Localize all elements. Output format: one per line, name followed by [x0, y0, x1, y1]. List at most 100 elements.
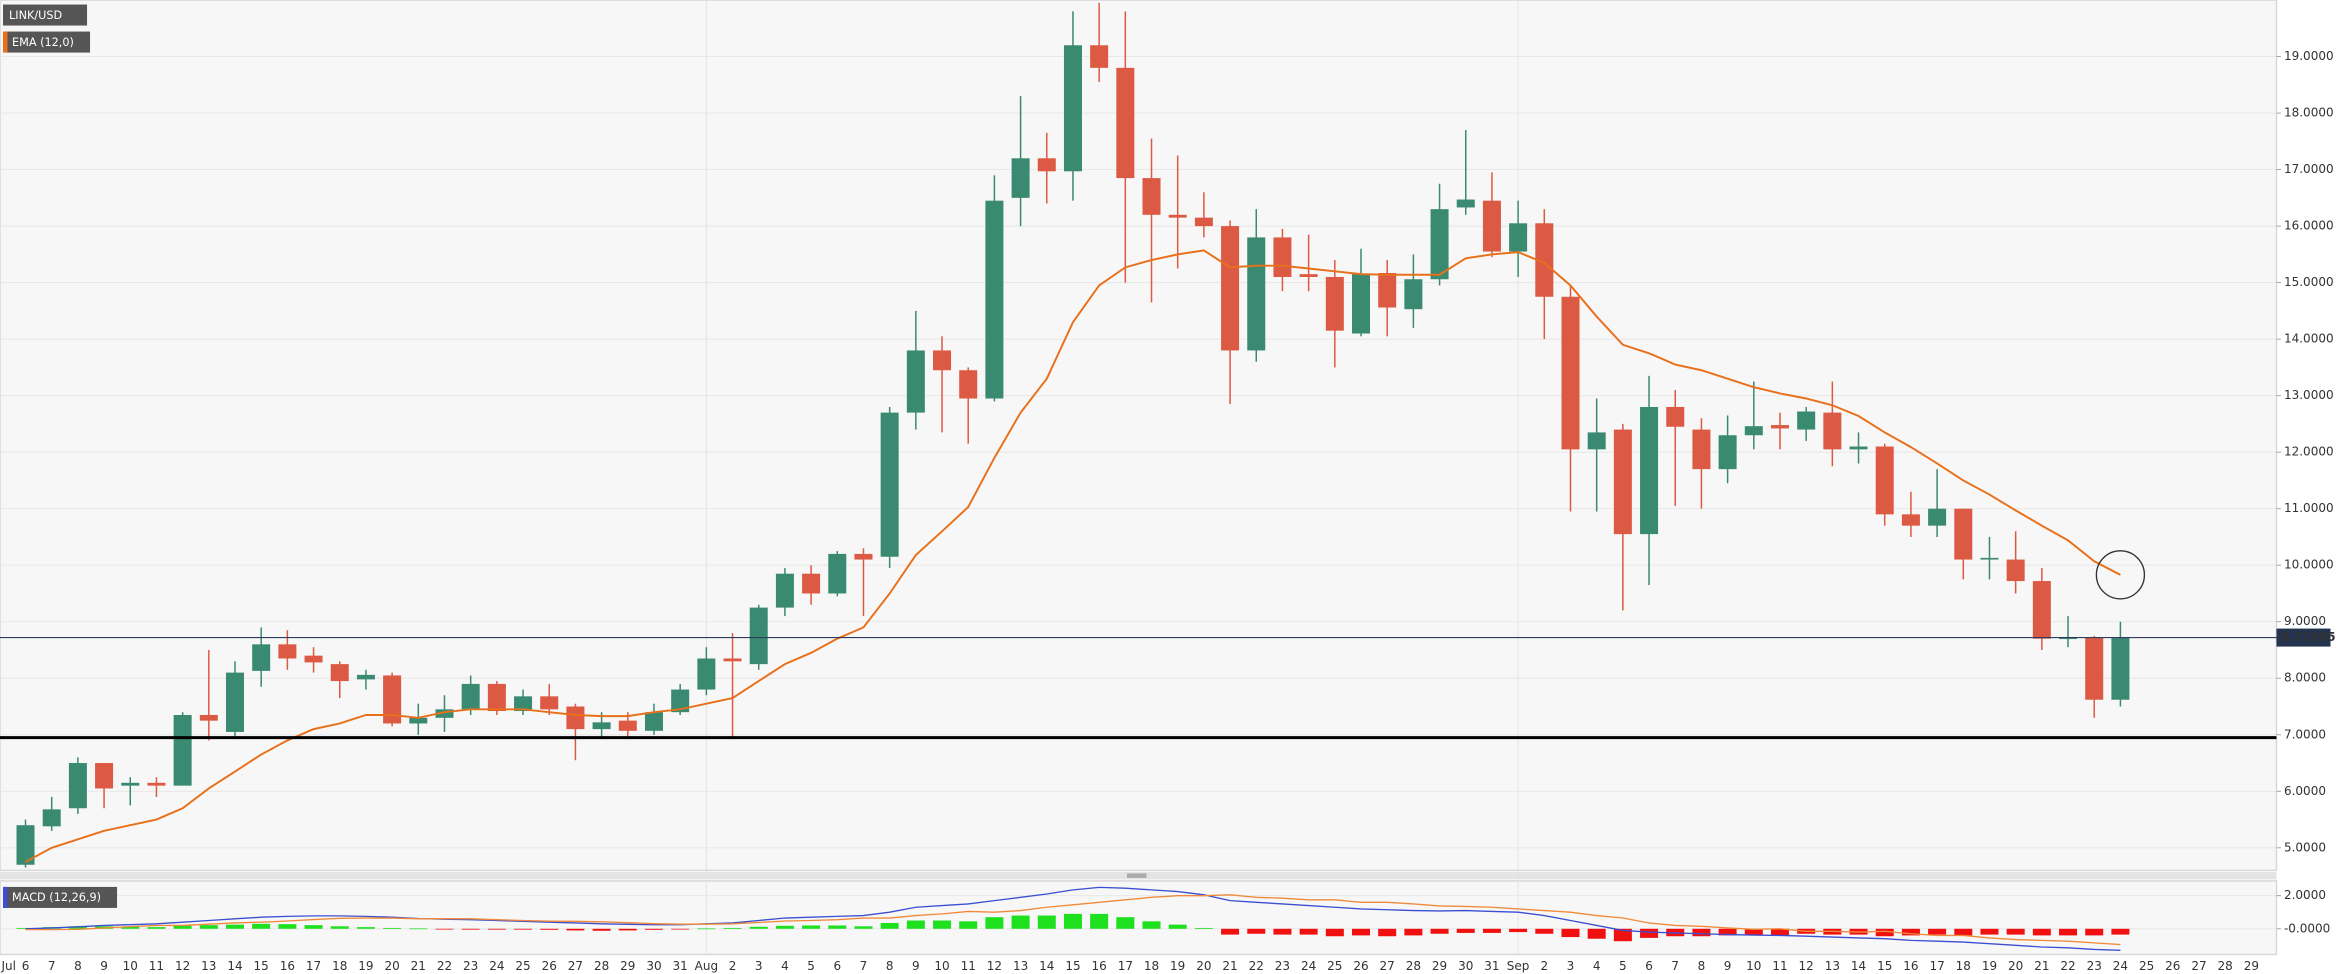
x-tick-label: 10 [934, 959, 949, 973]
x-tick-label: 20 [2008, 959, 2023, 973]
histogram-bar [304, 925, 323, 929]
x-tick-label: 8 [1698, 959, 1706, 973]
histogram-bar [435, 928, 454, 930]
histogram-bar [2111, 928, 2130, 935]
y-tick-label: 7.0000 [2284, 727, 2326, 741]
x-tick-label: 31 [673, 959, 688, 973]
y-tick-label: -0.0000 [2284, 921, 2330, 935]
x-tick-label: 18 [1956, 959, 1971, 973]
candle-body [1666, 406, 1685, 427]
histogram-bar [749, 926, 768, 929]
y-tick-label: 14.0000 [2284, 332, 2334, 346]
histogram-bar [1378, 928, 1397, 937]
y-tick-label: 13.0000 [2284, 388, 2334, 402]
last-price-label: 8.71965 [2281, 630, 2336, 644]
candle-body [95, 763, 114, 789]
candle-body [330, 664, 349, 682]
histogram-bar [2059, 928, 2078, 936]
histogram-bar [121, 926, 140, 929]
x-tick-label: 29 [2244, 959, 2259, 973]
candle-body [409, 717, 428, 724]
y-tick-label: 15.0000 [2284, 275, 2334, 289]
x-tick-label: 13 [1013, 959, 1028, 973]
candle-body [933, 350, 952, 371]
legend-instrument-text: LINK/USD [9, 9, 62, 22]
x-tick-label: 30 [1458, 959, 1473, 973]
legend-ema[interactable] [3, 31, 91, 53]
y-tick-label: 10.0000 [2284, 558, 2334, 572]
x-tick-label: 17 [1118, 959, 1133, 973]
histogram-bar [199, 925, 218, 929]
candle-body [540, 696, 559, 710]
histogram-bar [1037, 915, 1056, 929]
x-tick-label: 8 [886, 959, 894, 973]
legend-macd-swatch [3, 886, 8, 908]
candle-body [723, 658, 742, 662]
x-tick-label: 23 [2087, 959, 2102, 973]
candle-body [1640, 406, 1659, 535]
x-tick-label: 19 [358, 959, 373, 973]
candle-body [1325, 276, 1344, 331]
x-tick-label: 13 [1825, 959, 1840, 973]
legend-ema-swatch [3, 31, 8, 53]
candle-body [225, 672, 245, 732]
x-tick-label: 14 [227, 959, 242, 973]
x-tick-label: 29 [1432, 959, 1447, 973]
x-tick-label: 2 [729, 959, 737, 973]
ema-line [25, 249, 2121, 863]
candle-body [147, 782, 166, 786]
x-tick-label: 26 [2165, 959, 2180, 973]
histogram-bar [330, 926, 349, 929]
histogram-bar [1116, 917, 1135, 929]
histogram-bar [1456, 928, 1475, 933]
x-tick-label: 22 [437, 959, 452, 973]
x-tick-label: 19 [1170, 959, 1185, 973]
candle-body [1613, 429, 1632, 535]
candle-body [42, 809, 61, 827]
candle-body [173, 714, 192, 786]
histogram-bar [1587, 928, 1606, 939]
x-tick-label: 25 [515, 959, 530, 973]
histogram-bar [1352, 928, 1371, 936]
legend-instrument[interactable] [3, 4, 88, 26]
histogram-bar [566, 928, 585, 931]
x-tick-label: 28 [594, 959, 609, 973]
candle-body [1456, 199, 1475, 208]
candle-body [1744, 426, 1763, 436]
candle-body [121, 782, 140, 786]
y-tick-label: 6.0000 [2284, 784, 2326, 798]
histogram-bar [618, 928, 637, 931]
candle-body [1875, 446, 1894, 515]
candle-body [906, 350, 925, 413]
histogram-bar [1744, 928, 1763, 935]
histogram-bar [1509, 928, 1528, 933]
y-tick-label: 5.0000 [2284, 840, 2326, 854]
x-tick-label: 11 [1772, 959, 1787, 973]
y-tick-label: 12.0000 [2284, 445, 2334, 459]
candle-body [304, 655, 323, 663]
separator-handle[interactable] [1126, 873, 1147, 878]
histogram-bar [1482, 928, 1501, 933]
x-tick-label: 13 [201, 959, 216, 973]
candle-body [1063, 45, 1082, 172]
histogram-bar [2032, 928, 2051, 936]
candle-body [1430, 209, 1449, 280]
candle-body [2085, 637, 2104, 700]
price-panel [0, 0, 2278, 872]
x-tick-label: 12 [175, 959, 190, 973]
x-tick-label: 15 [254, 959, 269, 973]
x-tick-label: 25 [1327, 959, 1342, 973]
histogram-bar [1142, 921, 1161, 929]
last-price-box [2276, 628, 2331, 647]
candle-body [2032, 581, 2051, 639]
histogram-bar [671, 928, 690, 930]
legend-macd[interactable] [3, 886, 118, 908]
histogram-bar [1299, 928, 1318, 935]
x-tick-label: 19 [1982, 959, 1997, 973]
candle-body [828, 553, 847, 594]
x-tick-label: 27 [2191, 959, 2206, 973]
histogram-bar [723, 927, 742, 929]
x-tick-label: 7 [1671, 959, 1679, 973]
histogram-bar [383, 927, 402, 929]
